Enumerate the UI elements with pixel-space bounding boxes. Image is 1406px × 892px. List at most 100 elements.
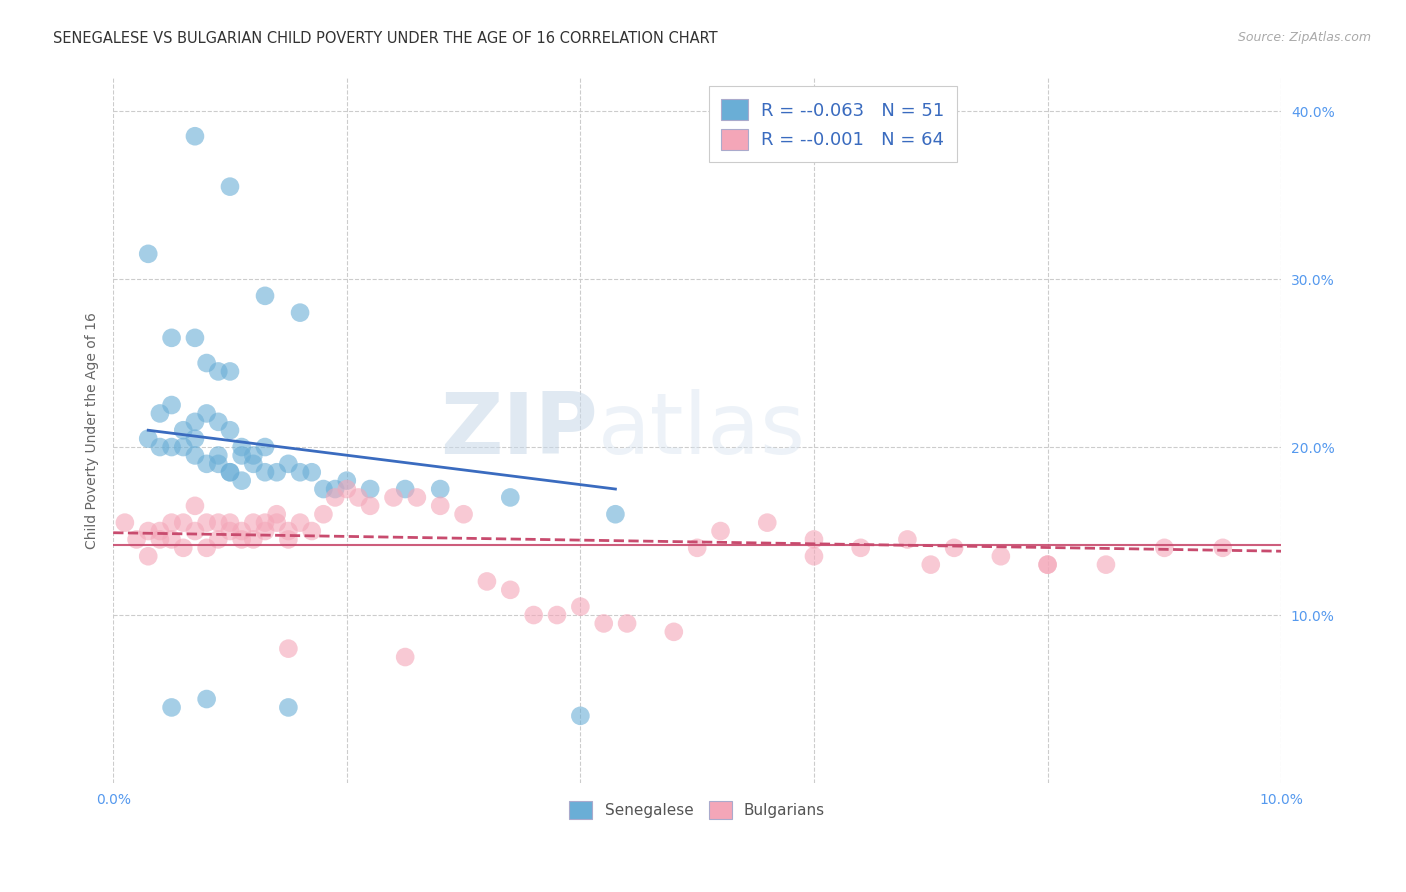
Point <box>943 541 966 555</box>
Point <box>253 289 276 303</box>
Point <box>429 499 451 513</box>
Point <box>499 582 522 597</box>
Point <box>219 465 242 479</box>
Point <box>207 533 229 547</box>
Point <box>394 650 416 665</box>
Point <box>347 491 370 505</box>
Point <box>1212 541 1234 555</box>
Point <box>277 700 299 714</box>
Point <box>184 331 207 345</box>
Point <box>207 415 229 429</box>
Point <box>172 541 194 555</box>
Point <box>312 508 335 522</box>
Point <box>803 533 825 547</box>
Point <box>219 364 242 378</box>
Point <box>172 423 194 437</box>
Text: atlas: atlas <box>598 389 806 472</box>
Point <box>277 524 299 538</box>
Point <box>288 516 311 530</box>
Point <box>277 457 299 471</box>
Point <box>219 465 242 479</box>
Point <box>136 549 159 564</box>
Point <box>277 641 299 656</box>
Point <box>242 449 264 463</box>
Point <box>207 516 229 530</box>
Point <box>896 533 918 547</box>
Point <box>195 516 218 530</box>
Point <box>686 541 709 555</box>
Point <box>160 700 183 714</box>
Point <box>219 524 242 538</box>
Point <box>1153 541 1175 555</box>
Point <box>149 406 172 420</box>
Point <box>207 449 229 463</box>
Point <box>253 440 276 454</box>
Point <box>359 482 381 496</box>
Point <box>184 449 207 463</box>
Point <box>336 474 359 488</box>
Point <box>219 423 242 437</box>
Point <box>184 432 207 446</box>
Point <box>195 356 218 370</box>
Point <box>382 491 405 505</box>
Point <box>288 305 311 319</box>
Y-axis label: Child Poverty Under the Age of 16: Child Poverty Under the Age of 16 <box>86 312 100 549</box>
Point <box>429 482 451 496</box>
Point <box>195 692 218 706</box>
Point <box>569 599 592 614</box>
Legend: Senegalese, Bulgarians: Senegalese, Bulgarians <box>564 795 831 825</box>
Point <box>195 541 218 555</box>
Point <box>616 616 638 631</box>
Point <box>323 482 346 496</box>
Point <box>149 533 172 547</box>
Point <box>499 491 522 505</box>
Point <box>546 608 568 623</box>
Point <box>253 465 276 479</box>
Point <box>301 524 323 538</box>
Point <box>662 624 685 639</box>
Point <box>475 574 498 589</box>
Point <box>920 558 942 572</box>
Point <box>172 440 194 454</box>
Point <box>195 457 218 471</box>
Point <box>160 533 183 547</box>
Point <box>359 499 381 513</box>
Point <box>709 524 731 538</box>
Point <box>149 524 172 538</box>
Point <box>219 179 242 194</box>
Point <box>219 516 242 530</box>
Point <box>756 516 779 530</box>
Point <box>207 457 229 471</box>
Point <box>242 516 264 530</box>
Point <box>523 608 546 623</box>
Point <box>990 549 1012 564</box>
Point <box>605 508 627 522</box>
Point <box>207 364 229 378</box>
Point <box>231 440 253 454</box>
Point <box>394 482 416 496</box>
Point <box>136 432 159 446</box>
Point <box>266 508 288 522</box>
Point <box>1036 558 1059 572</box>
Point <box>136 247 159 261</box>
Point <box>184 415 207 429</box>
Point <box>149 440 172 454</box>
Point <box>136 524 159 538</box>
Point <box>160 516 183 530</box>
Point <box>160 440 183 454</box>
Point <box>242 457 264 471</box>
Point <box>277 533 299 547</box>
Point <box>184 524 207 538</box>
Point <box>231 524 253 538</box>
Point <box>231 533 253 547</box>
Point <box>160 331 183 345</box>
Point <box>266 516 288 530</box>
Point <box>242 533 264 547</box>
Point <box>184 499 207 513</box>
Point <box>1036 558 1059 572</box>
Point <box>184 129 207 144</box>
Point <box>592 616 614 631</box>
Point <box>569 709 592 723</box>
Point <box>231 474 253 488</box>
Point <box>453 508 475 522</box>
